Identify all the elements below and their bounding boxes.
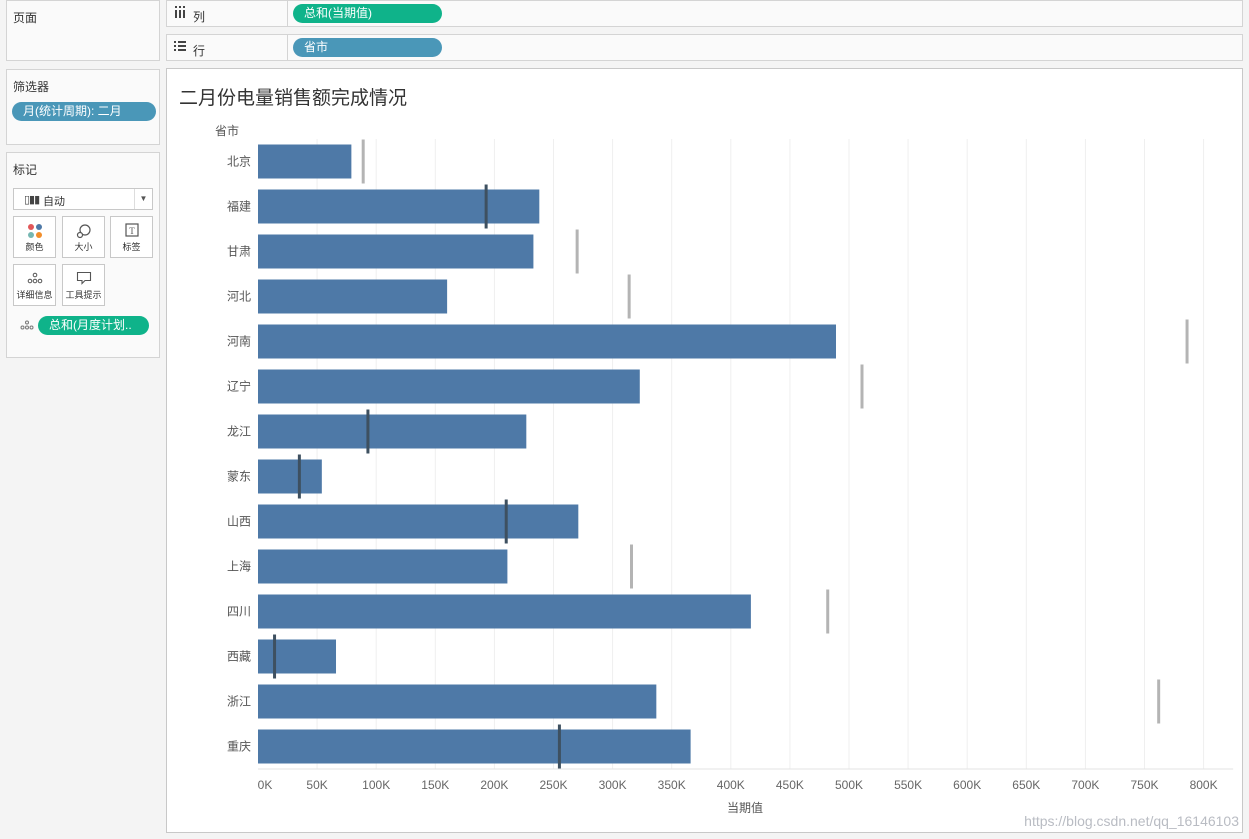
tooltip-label: 工具提示 bbox=[65, 290, 102, 300]
category-label: 蒙东 bbox=[227, 470, 251, 484]
bar-重庆[interactable] bbox=[258, 729, 691, 764]
marks-title: 标记 bbox=[13, 163, 38, 177]
category-label: 重庆 bbox=[227, 740, 251, 754]
x-tick-label: 350K bbox=[658, 778, 686, 792]
text-label-icon: T bbox=[111, 223, 152, 240]
x-tick-label: 600K bbox=[953, 778, 981, 792]
x-tick-label: 100K bbox=[362, 778, 390, 792]
marks-card: 标记 ▯▮▮ 自动 ▼ 颜色 大小 T 标签 详细信息 工具提示 bbox=[6, 152, 160, 358]
chart-view: 二月份电量销售额完成情况 省市北京福建甘肃河北河南辽宁龙江蒙东山西上海四川西藏浙… bbox=[166, 68, 1243, 833]
bar-浙江[interactable] bbox=[258, 684, 657, 719]
x-tick-label: 500K bbox=[835, 778, 863, 792]
rows-shelf: 行 省市 bbox=[166, 34, 1243, 61]
color-button[interactable]: 颜色 bbox=[13, 216, 56, 258]
columns-label: 列 bbox=[193, 10, 206, 24]
x-tick-label: 650K bbox=[1012, 778, 1040, 792]
size-button[interactable]: 大小 bbox=[62, 216, 105, 258]
bar-蒙东[interactable] bbox=[258, 459, 322, 494]
x-tick-label: 800K bbox=[1190, 778, 1218, 792]
bar-山西[interactable] bbox=[258, 504, 579, 539]
detail-field-row: 总和(月度计划.. bbox=[17, 316, 157, 336]
shelf-divider bbox=[287, 1, 288, 26]
bar-福建[interactable] bbox=[258, 189, 540, 224]
category-label: 甘肃 bbox=[227, 245, 251, 259]
x-tick-label: 200K bbox=[480, 778, 508, 792]
size-label: 大小 bbox=[74, 242, 93, 252]
bar-chart-icon: ▯▮▮ bbox=[24, 194, 40, 206]
pages-title: 页面 bbox=[13, 11, 38, 25]
color-icon bbox=[14, 223, 55, 240]
columns-icon bbox=[174, 6, 186, 21]
x-tick-label: 250K bbox=[539, 778, 567, 792]
category-label: 西藏 bbox=[227, 650, 251, 664]
rows-label: 行 bbox=[193, 44, 206, 58]
bar-上海[interactable] bbox=[258, 549, 508, 584]
mark-type-label: 自动 bbox=[43, 196, 65, 208]
size-icon bbox=[63, 223, 104, 240]
x-tick-label: 750K bbox=[1130, 778, 1158, 792]
x-tick-label: 400K bbox=[717, 778, 745, 792]
category-label: 辽宁 bbox=[227, 379, 251, 394]
category-label: 山西 bbox=[227, 515, 251, 529]
pages-card: 页面 bbox=[6, 0, 160, 61]
watermark-url: https://blog.csdn.net/qq_16146103 bbox=[1024, 813, 1239, 829]
label-label: 标签 bbox=[122, 242, 141, 252]
columns-shelf: 列 总和(当期值) bbox=[166, 0, 1243, 27]
bar-北京[interactable] bbox=[258, 144, 352, 179]
mark-type-dropdown[interactable]: ▯▮▮ 自动 ▼ bbox=[13, 188, 153, 210]
category-label: 福建 bbox=[227, 199, 251, 214]
x-tick-label: 300K bbox=[599, 778, 627, 792]
x-tick-label: 150K bbox=[421, 778, 449, 792]
category-label: 河北 bbox=[227, 290, 251, 304]
bar-河南[interactable] bbox=[258, 324, 836, 359]
columns-pill-current-value[interactable]: 总和(当期值) bbox=[293, 4, 442, 23]
bar-龙江[interactable] bbox=[258, 414, 527, 449]
detail-pill-monthly-plan[interactable]: 总和(月度计划.. bbox=[38, 316, 149, 335]
x-axis-title: 当期值 bbox=[727, 800, 763, 815]
color-label: 颜色 bbox=[25, 242, 44, 252]
rows-pill-province[interactable]: 省市 bbox=[293, 38, 442, 57]
detail-icon bbox=[14, 271, 55, 288]
x-tick-label: 550K bbox=[894, 778, 922, 792]
category-label: 浙江 bbox=[227, 695, 251, 709]
x-tick-label: 50K bbox=[306, 778, 327, 792]
bar-四川[interactable] bbox=[258, 594, 751, 629]
category-label: 上海 bbox=[227, 559, 251, 574]
filters-title: 筛选器 bbox=[13, 80, 50, 94]
tooltip-icon bbox=[63, 271, 104, 288]
row-header-label: 省市 bbox=[215, 123, 239, 138]
label-button[interactable]: T 标签 bbox=[110, 216, 153, 258]
svg-text:T: T bbox=[129, 226, 135, 236]
filters-card: 筛选器 月(统计周期): 二月 bbox=[6, 69, 160, 145]
rows-icon bbox=[174, 40, 186, 55]
shelf-divider bbox=[287, 35, 288, 60]
x-tick-label: 450K bbox=[776, 778, 804, 792]
tooltip-button[interactable]: 工具提示 bbox=[62, 264, 105, 306]
category-label: 龙江 bbox=[227, 425, 251, 439]
detail-label: 详细信息 bbox=[16, 290, 53, 300]
bar-辽宁[interactable] bbox=[258, 369, 640, 404]
detail-small-icon bbox=[20, 320, 34, 332]
chart-title: 二月份电量销售额完成情况 bbox=[179, 87, 408, 109]
detail-button[interactable]: 详细信息 bbox=[13, 264, 56, 306]
x-tick-label: 700K bbox=[1071, 778, 1099, 792]
bar-西藏[interactable] bbox=[258, 639, 337, 674]
filter-pill-month[interactable]: 月(统计周期): 二月 bbox=[12, 102, 156, 121]
category-label: 北京 bbox=[227, 155, 251, 169]
x-tick-label: 0K bbox=[258, 778, 273, 792]
chevron-down-icon[interactable]: ▼ bbox=[134, 189, 152, 209]
category-label: 河南 bbox=[227, 334, 251, 349]
bar-甘肃[interactable] bbox=[258, 234, 534, 269]
category-label: 四川 bbox=[227, 605, 251, 619]
bar-河北[interactable] bbox=[258, 279, 448, 314]
